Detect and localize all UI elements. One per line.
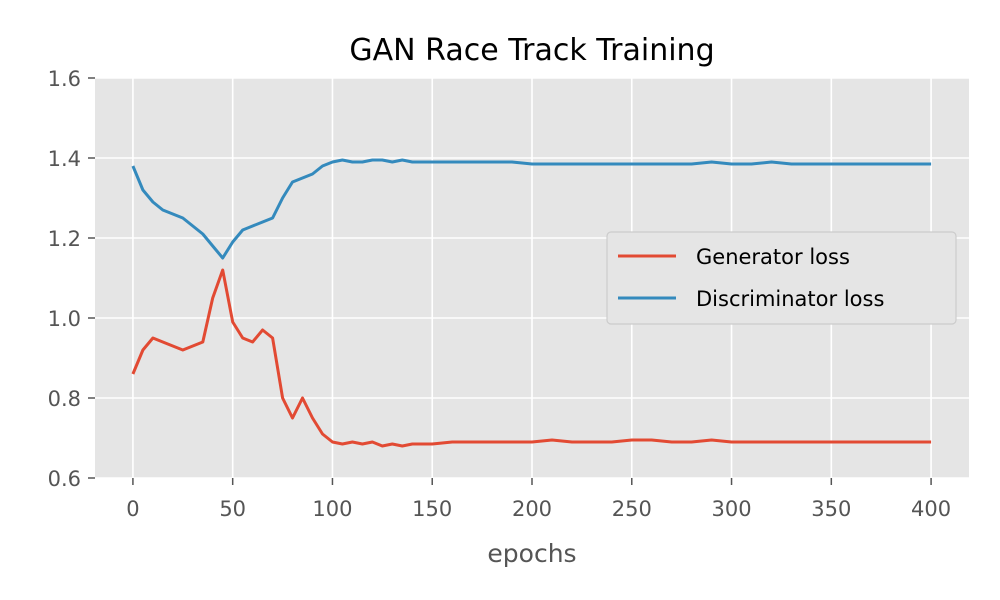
series-lines xyxy=(131,158,932,448)
y-tick-label: 1.4 xyxy=(48,147,81,171)
legend-label-generator: Generator loss xyxy=(696,245,850,269)
x-tick-label: 50 xyxy=(219,497,246,521)
y-tick-label: 1.0 xyxy=(48,307,81,331)
x-tick-label: 350 xyxy=(811,497,851,521)
x-tick-label: 100 xyxy=(312,497,352,521)
axis-ticks: 0 50 100 150 200 250 300 350 400 0.6 0.8 1.0 1.2 1.4 1… xyxy=(48,67,952,521)
x-tick-label: 300 xyxy=(711,497,751,521)
legend-label-discriminator: Discriminator loss xyxy=(696,287,884,311)
y-tick-label: 0.6 xyxy=(48,467,81,491)
x-tick-label: 400 xyxy=(911,497,951,521)
series-line xyxy=(131,158,932,260)
x-axis-label: epochs xyxy=(487,539,576,568)
series-line xyxy=(131,268,932,448)
x-tick-label: 150 xyxy=(412,497,452,521)
legend: Generator loss Discriminator loss xyxy=(606,231,957,325)
legend-box xyxy=(606,231,957,325)
y-tick-label: 1.2 xyxy=(48,227,81,251)
y-tick-label: 1.6 xyxy=(48,67,81,91)
y-tick-label: 0.8 xyxy=(48,387,81,411)
x-tick-label: 0 xyxy=(126,497,139,521)
x-tick-label: 200 xyxy=(512,497,552,521)
chart-title: GAN Race Track Training xyxy=(349,33,714,68)
x-tick-label: 250 xyxy=(612,497,652,521)
